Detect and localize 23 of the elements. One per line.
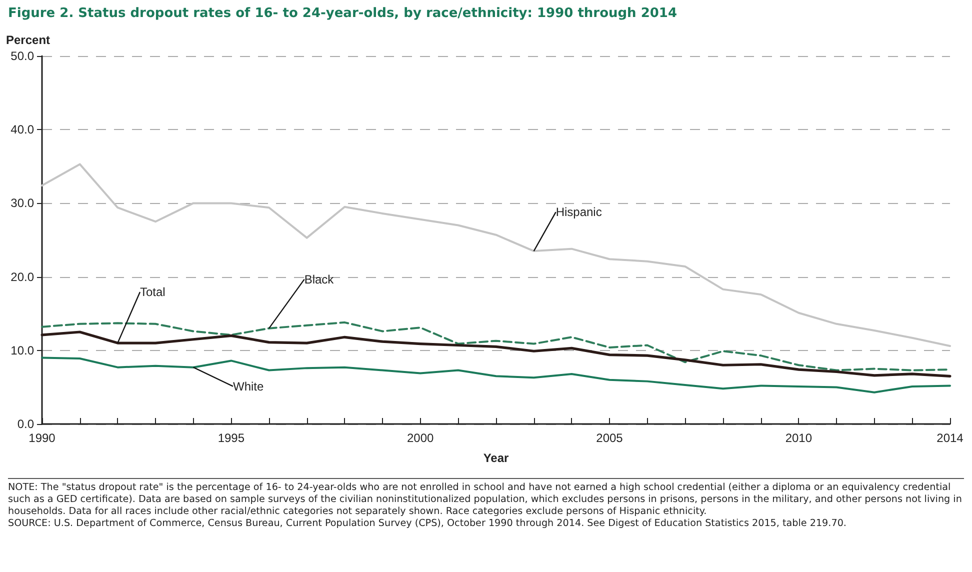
x-tick-label: 1990 <box>28 431 56 445</box>
y-tick-label: 40.0 <box>10 122 34 137</box>
line-series <box>41 163 951 347</box>
series-label: White <box>232 379 264 394</box>
x-tick-label: 2014 <box>936 431 964 445</box>
chart-title: Figure 2. Status dropout rates of 16- to 24-year-olds, by race/ethnicity: 1990 through 2014 <box>8 6 678 21</box>
text: Hispanic <box>556 205 602 220</box>
source-note: SOURCE: U.S. Department of Commerce, Census Bureau, Current Population Survey (CPS), October 1990 through 2014. See Digest of Education Statistics 2015, table 219.70. <box>8 518 848 530</box>
y-tick-label: 20.0 <box>10 270 34 284</box>
text: Total <box>140 285 166 300</box>
line-series <box>41 356 951 394</box>
y-tick-label: 0.0 <box>17 417 34 431</box>
y-tick-label: 10.0 <box>10 343 34 358</box>
y-tick-label: 50.0 <box>10 49 34 63</box>
x-tick-label: 2000 <box>406 431 434 445</box>
text: Black <box>304 272 335 286</box>
x-tick-label: 2010 <box>785 431 812 445</box>
text: NOTE: The "status dropout rate" is the percentage of 16- to 24-year-olds who are not enrolled in school and have not earned a high school credential (either a diploma or an equivalency credential such as a GED certificate). Data are based on sample surveys of the civilian noninstitutionalized population, which excludes persons in prisons, persons in the military, and other persons not living in households. Data for all races include other racial/ethnic categories not separately shown. Race categories exclude persons of Hispanic ethnicity. <box>8 482 963 518</box>
y-tick-label: 30.0 <box>10 196 34 210</box>
x-axis-title: Year <box>483 451 510 465</box>
x-tick-label: 1995 <box>218 431 245 445</box>
x-tick-label: 2005 <box>596 431 624 445</box>
y-axis-title: Percent <box>6 33 50 47</box>
